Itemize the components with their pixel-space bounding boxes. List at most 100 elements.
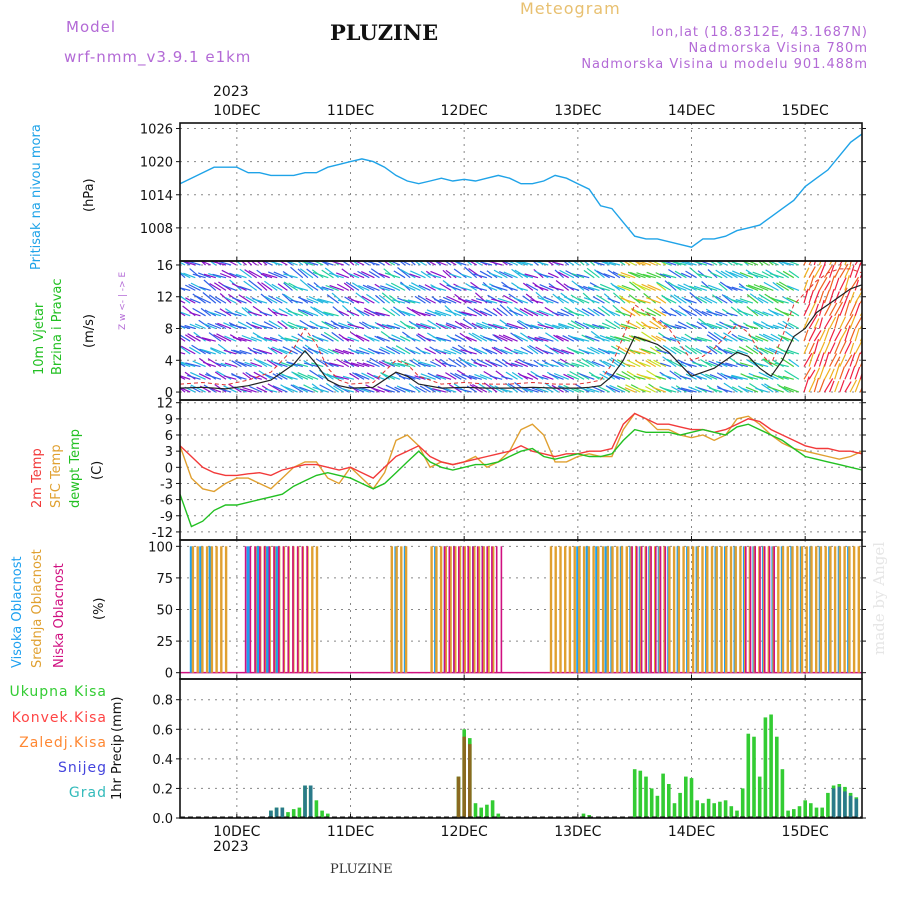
total-precip-bar — [661, 773, 665, 818]
wind-barb — [380, 372, 396, 380]
wind-barb — [757, 261, 764, 266]
wind-barb — [636, 311, 651, 317]
wind-barb — [450, 348, 462, 355]
wind-barb — [454, 309, 467, 317]
wind-barb — [649, 346, 662, 355]
wind-barb — [525, 323, 539, 330]
wind-barb — [763, 281, 779, 291]
wind-barb — [519, 308, 534, 317]
wind-barb — [272, 346, 288, 355]
wind-barb — [677, 321, 692, 330]
wind-barb — [644, 311, 656, 317]
wind-barb — [808, 351, 815, 367]
wind-barb — [244, 269, 258, 279]
total-precip-bar — [326, 813, 330, 818]
wind-barb — [363, 310, 375, 317]
wind-barb — [581, 357, 595, 368]
mid-cloud-bar — [838, 546, 842, 673]
wind-barb — [818, 264, 826, 278]
wind-barb — [839, 354, 847, 367]
wind-barb — [539, 284, 554, 291]
wind-barb — [579, 387, 595, 393]
high-cloud-bar — [265, 546, 269, 673]
wind-barb — [594, 336, 610, 342]
wind-barb — [385, 345, 401, 355]
wind-barb — [548, 285, 564, 291]
total-precip-bar — [746, 733, 751, 818]
wind-barb — [430, 270, 447, 279]
wind-barb — [511, 268, 524, 279]
mid-cloud-bar — [559, 546, 562, 673]
year-top: 2023 — [213, 84, 249, 100]
low-cloud-bar — [249, 546, 252, 673]
wind-barb — [252, 305, 268, 317]
snow-bar — [269, 810, 273, 818]
wind-barb — [369, 357, 385, 368]
wind-barb — [752, 347, 764, 355]
wind-barb — [680, 336, 692, 342]
wind-barb — [656, 349, 672, 355]
temp2m-label: 2m Temp — [30, 448, 45, 508]
wind-barb — [834, 363, 841, 380]
wind-barb — [414, 295, 426, 304]
mid-cloud-bar — [449, 546, 452, 673]
wind-barb — [829, 342, 836, 355]
wind-barb — [505, 324, 518, 330]
wind-barb — [201, 337, 216, 342]
total-precip-bar — [496, 813, 501, 818]
total-precip-bar — [581, 813, 586, 818]
wind-barb — [762, 311, 774, 317]
wind-barb — [620, 306, 636, 317]
wind-barb — [593, 285, 610, 291]
wind-barb — [653, 308, 667, 317]
mid-cloud-bar — [191, 546, 195, 673]
wind-barb — [269, 336, 283, 342]
wind-barb — [309, 320, 324, 330]
wind-barb — [630, 271, 646, 279]
wind-barb — [574, 336, 590, 342]
wind-barb — [224, 362, 237, 368]
wind-barb — [437, 385, 452, 393]
wind-barb — [581, 334, 595, 342]
wind-barb — [213, 334, 227, 342]
wind-barb — [261, 282, 273, 291]
wind-barb — [203, 361, 216, 368]
wind-barb — [627, 271, 641, 279]
wind-barb — [212, 273, 227, 279]
snow-bar — [274, 807, 279, 818]
wind-barb — [197, 272, 211, 279]
wind-barb — [689, 285, 702, 291]
wind-barb — [180, 287, 186, 291]
frozen-precip-label: Zaledj.Kisa — [19, 735, 107, 751]
wind-barb — [514, 297, 529, 304]
wind-barb — [775, 269, 790, 279]
wind-barb — [688, 305, 703, 317]
wind-barb — [336, 358, 350, 368]
wind-barb — [548, 283, 559, 291]
wind-barb — [432, 388, 447, 393]
wind-barb — [528, 309, 544, 317]
wind-barb — [415, 334, 426, 342]
dewpoint-line — [179, 423, 863, 528]
wind-barb — [444, 305, 457, 317]
wind-barb — [739, 362, 754, 368]
wind-barb — [297, 363, 309, 368]
wind-barb — [641, 283, 656, 291]
wind-barb — [489, 261, 498, 266]
wind-barb — [633, 298, 646, 304]
wind-barb — [651, 261, 662, 266]
total-precip-bar — [473, 803, 478, 818]
chart-kind-title: Meteogram — [520, 0, 621, 18]
wind-barb — [808, 266, 816, 278]
mid-cloud-bar — [549, 546, 553, 673]
wind-barb — [808, 261, 812, 266]
wind-barb — [380, 331, 396, 342]
wind-barb — [818, 378, 826, 393]
wind-barb — [246, 261, 252, 266]
wind-barb — [353, 306, 365, 317]
wind-barb — [733, 323, 748, 330]
wind-barb — [256, 336, 273, 342]
wind-barb — [829, 275, 835, 291]
wind-barb — [510, 350, 523, 355]
wind-barb — [761, 358, 774, 368]
